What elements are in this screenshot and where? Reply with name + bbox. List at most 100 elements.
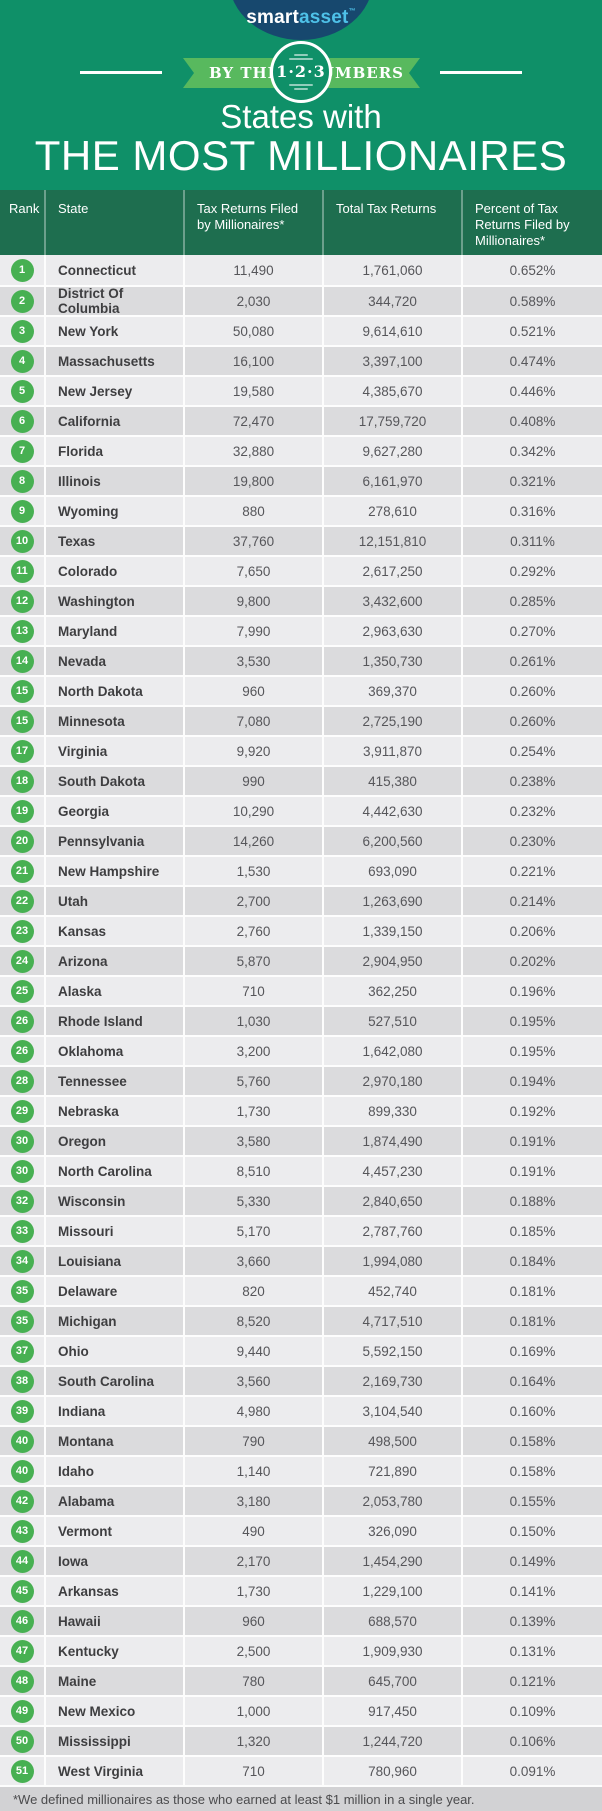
rank-cell: 23	[0, 917, 44, 945]
percent-value: 0.185%	[461, 1217, 602, 1245]
rank-badge: 15	[10, 679, 34, 703]
state-name: New York	[44, 317, 183, 345]
millionaire-returns-value: 8,520	[183, 1307, 322, 1335]
millionaire-returns-value: 19,580	[183, 377, 322, 405]
rank-badge: 9	[10, 499, 34, 523]
rank-cell: 42	[0, 1487, 44, 1515]
table-row: 35 Delaware 820 452,740 0.181%	[0, 1275, 602, 1305]
percent-value: 0.260%	[461, 707, 602, 735]
percent-value: 0.109%	[461, 1697, 602, 1725]
rank-badge: 35	[10, 1309, 34, 1333]
rank-badge: 50	[10, 1729, 34, 1753]
rank-cell: 7	[0, 437, 44, 465]
rank-cell: 34	[0, 1247, 44, 1275]
table-row: 13 Maryland 7,990 2,963,630 0.270%	[0, 615, 602, 645]
rank-cell: 45	[0, 1577, 44, 1605]
rank-badge: 47	[10, 1639, 34, 1663]
state-name: California	[44, 407, 183, 435]
rank-cell: 38	[0, 1367, 44, 1395]
millionaire-returns-value: 790	[183, 1427, 322, 1455]
millionaire-returns-value: 72,470	[183, 407, 322, 435]
rank-cell: 40	[0, 1457, 44, 1485]
state-name: Montana	[44, 1427, 183, 1455]
column-header-percent: Percent of Tax Returns Filed by Milliona…	[461, 190, 602, 255]
millionaire-returns-value: 7,650	[183, 557, 322, 585]
millionaire-returns-value: 3,660	[183, 1247, 322, 1275]
millionaire-returns-value: 9,920	[183, 737, 322, 765]
millionaire-returns-value: 3,180	[183, 1487, 322, 1515]
table-row: 40 Idaho 1,140 721,890 0.158%	[0, 1455, 602, 1485]
rank-badge: 10	[10, 529, 34, 553]
total-returns-value: 693,090	[322, 857, 461, 885]
total-returns-value: 6,161,970	[322, 467, 461, 495]
state-name: Oklahoma	[44, 1037, 183, 1065]
table-row: 5 New Jersey 19,580 4,385,670 0.446%	[0, 375, 602, 405]
millionaire-returns-value: 19,800	[183, 467, 322, 495]
millionaire-returns-value: 1,730	[183, 1577, 322, 1605]
rank-badge: 1	[10, 258, 34, 282]
millionaire-returns-value: 820	[183, 1277, 322, 1305]
millionaire-returns-value: 14,260	[183, 827, 322, 855]
rank-badge: 12	[10, 589, 34, 613]
percent-value: 0.311%	[461, 527, 602, 555]
rank-cell: 49	[0, 1697, 44, 1725]
table-row: 12 Washington 9,800 3,432,600 0.285%	[0, 585, 602, 615]
total-returns-value: 3,104,540	[322, 1397, 461, 1425]
rank-badge: 25	[10, 979, 34, 1003]
rank-badge: 21	[10, 859, 34, 883]
state-name: Pennsylvania	[44, 827, 183, 855]
state-name: Alabama	[44, 1487, 183, 1515]
column-header-state: State	[44, 190, 183, 255]
total-returns-value: 2,725,190	[322, 707, 461, 735]
table-row: 30 Oregon 3,580 1,874,490 0.191%	[0, 1125, 602, 1155]
percent-value: 0.139%	[461, 1607, 602, 1635]
rank-badge: 14	[10, 649, 34, 673]
percent-value: 0.188%	[461, 1187, 602, 1215]
rank-cell: 22	[0, 887, 44, 915]
total-returns-value: 2,970,180	[322, 1067, 461, 1095]
logo-smart-text: smart	[246, 7, 299, 28]
banner-right-line	[440, 71, 522, 74]
total-returns-value: 2,963,630	[322, 617, 461, 645]
rank-cell: 15	[0, 707, 44, 735]
percent-value: 0.474%	[461, 347, 602, 375]
total-returns-value: 527,510	[322, 1007, 461, 1035]
total-returns-value: 4,457,230	[322, 1157, 461, 1185]
millionaire-returns-value: 3,580	[183, 1127, 322, 1155]
rank-cell: 35	[0, 1277, 44, 1305]
millionaire-returns-value: 10,290	[183, 797, 322, 825]
state-name: Illinois	[44, 467, 183, 495]
rank-cell: 37	[0, 1337, 44, 1365]
total-returns-value: 362,250	[322, 977, 461, 1005]
circle-dash-top-long	[289, 58, 313, 60]
rank-badge: 28	[10, 1069, 34, 1093]
table-row: 40 Montana 790 498,500 0.158%	[0, 1425, 602, 1455]
total-returns-value: 9,614,610	[322, 317, 461, 345]
millionaire-returns-value: 1,140	[183, 1457, 322, 1485]
millionaire-returns-value: 780	[183, 1667, 322, 1695]
percent-value: 0.150%	[461, 1517, 602, 1545]
rank-badge: 11	[10, 559, 34, 583]
rank-cell: 20	[0, 827, 44, 855]
rank-cell: 2	[0, 287, 44, 315]
percent-value: 0.206%	[461, 917, 602, 945]
total-returns-value: 1,339,150	[322, 917, 461, 945]
millionaire-returns-value: 7,990	[183, 617, 322, 645]
state-name: Indiana	[44, 1397, 183, 1425]
total-returns-value: 278,610	[322, 497, 461, 525]
table-row: 46 Hawaii 960 688,570 0.139%	[0, 1605, 602, 1635]
rank-badge: 35	[10, 1279, 34, 1303]
millionaire-returns-value: 490	[183, 1517, 322, 1545]
logo-asset-text: asset	[298, 7, 349, 28]
rank-cell: 19	[0, 797, 44, 825]
state-name: Ohio	[44, 1337, 183, 1365]
millionaire-returns-value: 3,560	[183, 1367, 322, 1395]
rank-cell: 6	[0, 407, 44, 435]
percent-value: 0.194%	[461, 1067, 602, 1095]
total-returns-value: 5,592,150	[322, 1337, 461, 1365]
table-row: 6 California 72,470 17,759,720 0.408%	[0, 405, 602, 435]
rank-cell: 28	[0, 1067, 44, 1095]
millionaire-returns-value: 1,000	[183, 1697, 322, 1725]
rank-badge: 30	[10, 1159, 34, 1183]
